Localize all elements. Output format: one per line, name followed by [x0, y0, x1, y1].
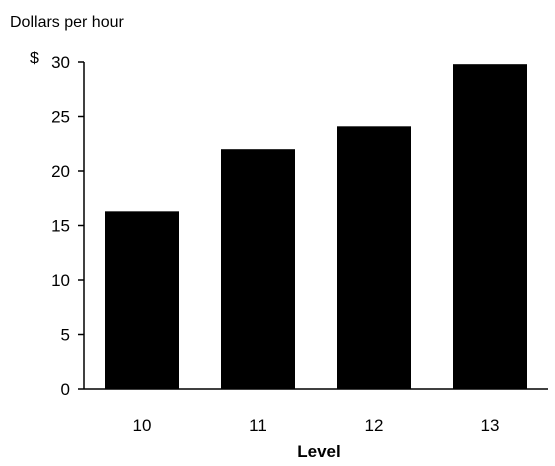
x-tick-label-13: 13: [481, 416, 500, 435]
y-tick-label-30: 30: [51, 53, 70, 72]
bar-level-13: [453, 64, 527, 390]
x-tick-label-10: 10: [133, 416, 152, 435]
y-axis-title: Dollars per hour: [10, 14, 125, 31]
bar-level-10: [105, 211, 179, 389]
bar-level-11: [221, 149, 295, 389]
y-tick-label-5: 5: [61, 326, 70, 345]
y-tick-label-15: 15: [51, 217, 70, 236]
y-axis-currency-symbol: $: [30, 50, 39, 67]
y-tick-label-20: 20: [51, 162, 70, 181]
x-axis-title: Level: [297, 442, 340, 461]
x-tick-label-11: 11: [249, 416, 267, 435]
y-tick-label-0: 0: [61, 380, 70, 399]
x-tick-label-12: 12: [365, 416, 384, 435]
bar-level-12: [337, 126, 411, 389]
y-tick-label-10: 10: [51, 271, 70, 290]
y-tick-label-25: 25: [51, 108, 70, 127]
